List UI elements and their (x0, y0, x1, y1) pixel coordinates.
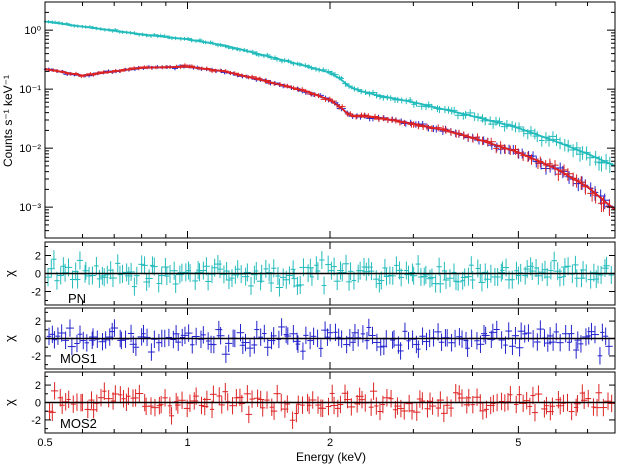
residual-y-axis-label-MOS2: χ (2, 399, 17, 406)
residual-ytick-label-MOS1: -2 (31, 351, 41, 363)
x-tick-label: 2 (327, 437, 333, 449)
axes-layer: -2 0 2 χ -2 0 2 χ -2 0 2 χ 10⁻³ 10⁻² 10⁻¹ 10⁰ 0.5 1 2 5 (2, 1, 616, 449)
spectrum-ytick-label: 10⁻² (19, 143, 41, 155)
residual-ytick-label-MOS2: -2 (31, 415, 41, 427)
residual-ytick-label-PN: 2 (35, 251, 41, 263)
x-tick-label: 1 (184, 437, 190, 449)
residual-ytick-label-PN: 0 (35, 269, 41, 281)
model-line-MOS2 (44, 65, 616, 211)
spectrum-y-axis-label: Counts s⁻¹ keV⁻¹ (1, 75, 15, 167)
x-axis-label: Energy (keV) (296, 450, 366, 464)
spectrum-ytick-label: 10⁻¹ (19, 84, 41, 96)
residual-y-axis-label-PN: χ (2, 270, 17, 277)
residual-MOS1-label: MOS1 (60, 351, 97, 366)
residual-ytick-label-MOS2: 0 (35, 398, 41, 410)
residual-y-axis-label-MOS1: χ (2, 335, 17, 342)
residual-ytick-label-MOS2: 2 (35, 380, 41, 392)
data-layer (43, 20, 616, 429)
x-tick-label: 0.5 (37, 437, 52, 449)
x-tick-label: 5 (515, 437, 521, 449)
model-line-PN (44, 20, 616, 167)
spectrum-frame (44, 1, 616, 239)
residual-ytick-label-MOS1: 0 (35, 334, 41, 346)
residual-MOS2-label: MOS2 (60, 416, 97, 431)
spectrum-ytick-label: 10⁰ (24, 25, 41, 37)
residual-PN-label: PN (68, 291, 86, 306)
spectrum-ytick-label: 10⁻³ (19, 202, 41, 214)
residual-ytick-label-PN: -2 (31, 287, 41, 299)
model-line-MOS1 (44, 65, 616, 211)
residual-ytick-label-MOS1: 2 (35, 316, 41, 328)
